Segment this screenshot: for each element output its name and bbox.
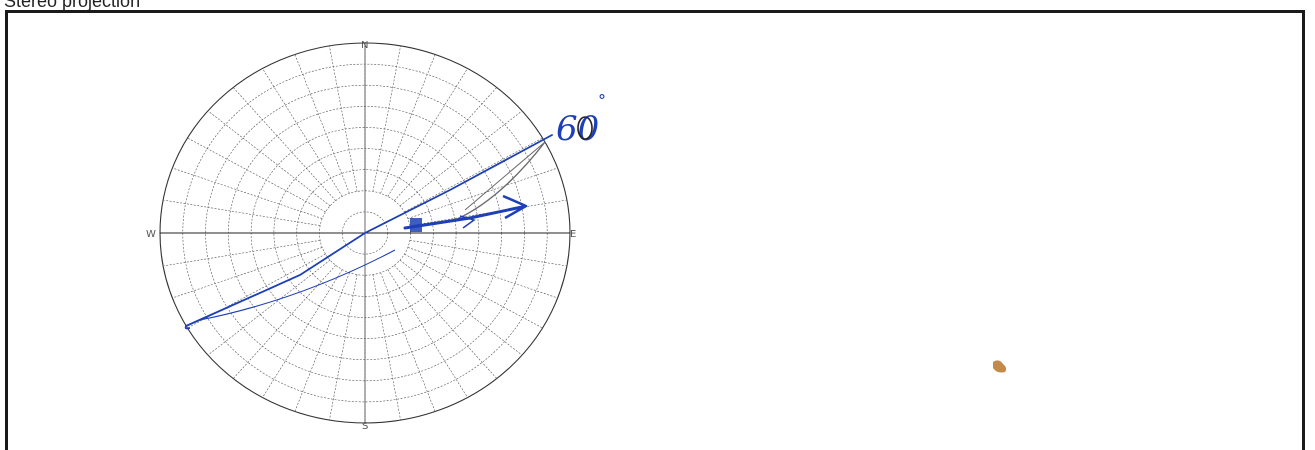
polar-spoke <box>233 87 336 201</box>
polar-spoke <box>233 265 336 379</box>
polar-spoke <box>409 240 567 267</box>
pencil-zero-overtrace <box>577 116 593 140</box>
polar-spoke <box>394 87 497 201</box>
polar-spoke <box>404 137 543 213</box>
ink-blot <box>410 218 422 232</box>
polar-spoke <box>163 240 321 267</box>
polar-spoke <box>207 110 331 207</box>
arrow-head-icon <box>502 194 528 220</box>
polar-spoke <box>380 54 436 194</box>
dip-line-ink <box>185 134 553 327</box>
diagram-frame <box>5 10 1305 450</box>
polar-spoke <box>172 247 323 299</box>
small-arrow-icon <box>459 215 476 229</box>
polar-spoke <box>262 68 343 197</box>
polar-spoke <box>404 253 543 329</box>
polar-spoke <box>329 45 358 192</box>
ink-end-mark <box>184 325 191 330</box>
stain-mark <box>993 360 1007 373</box>
arrow-shaft <box>403 205 524 230</box>
pencil-arc <box>454 141 546 221</box>
east-label: E <box>570 229 576 240</box>
north-label: N <box>361 40 368 51</box>
pencil-line <box>464 141 546 211</box>
polar-spokes <box>160 43 570 423</box>
polar-spoke <box>387 269 468 398</box>
polar-spoke <box>294 272 350 412</box>
polar-spoke <box>407 247 558 299</box>
polar-spoke <box>399 110 523 207</box>
polar-spoke <box>262 269 343 398</box>
degree-mark-label: ° <box>598 91 606 110</box>
polar-spoke <box>172 167 323 219</box>
west-label: W <box>146 229 156 240</box>
polar-spoke <box>372 45 401 192</box>
page-title: Stereo projection <box>4 0 141 11</box>
south-label: S <box>362 421 368 432</box>
polar-spoke <box>207 259 331 356</box>
polar-spoke <box>187 137 326 213</box>
polar-spoke <box>394 265 497 379</box>
polar-spoke <box>163 199 321 226</box>
polar-spoke <box>380 272 436 412</box>
polar-spoke <box>372 274 401 421</box>
polar-spoke <box>329 274 358 421</box>
polar-spoke <box>407 167 558 219</box>
ink-curve <box>199 249 396 321</box>
polar-spoke <box>294 54 350 194</box>
polar-spoke <box>399 259 523 356</box>
polar-spoke <box>387 68 468 197</box>
